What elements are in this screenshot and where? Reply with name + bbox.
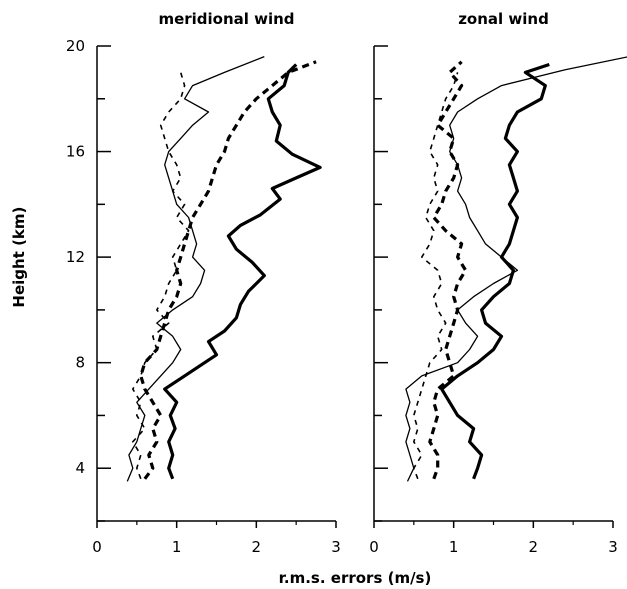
y-tick-label: 8 [75,354,85,372]
x-tick-label: 2 [252,538,262,556]
x-axis-label: r.m.s. errors (m/s) [279,569,432,587]
y-tick-label: 12 [66,248,85,266]
panel-title: zonal wind [458,10,549,28]
x-tick-label: 0 [369,538,379,556]
y-tick-label: 20 [66,37,85,55]
x-tick-label: 0 [92,538,102,556]
x-tick-label: 1 [449,538,459,556]
x-tick-label: 3 [608,538,618,556]
y-tick-label: 16 [66,143,85,161]
x-tick-label: 2 [529,538,539,556]
series-line-thick-dashed [139,60,317,480]
series-line-thick-dashed [428,60,468,480]
y-tick-label: 4 [75,459,85,477]
x-tick-label: 1 [172,538,182,556]
series-line-thin-dashed [132,72,190,480]
series-line-thin-dashed [413,72,459,480]
series-line-thin [405,56,627,482]
y-axis-label: Height (km) [10,207,28,308]
series-line-thick [440,62,550,480]
x-tick-label: 3 [331,538,341,556]
panel-title: meridional wind [158,10,294,28]
series-line-thin [126,55,265,482]
series-line-thick [163,63,322,480]
